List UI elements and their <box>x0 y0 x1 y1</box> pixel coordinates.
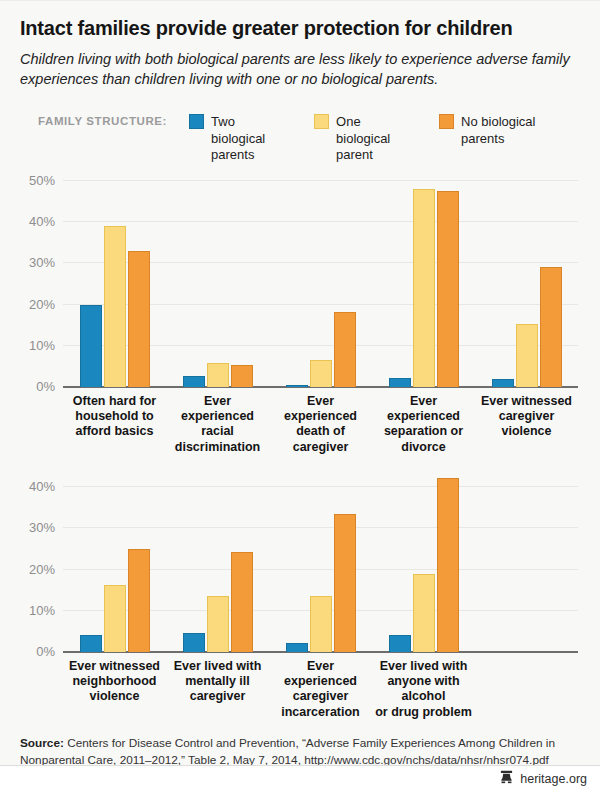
bar-no-biological-parents <box>437 191 459 387</box>
y-axis-tick-label: 10% <box>29 603 55 618</box>
y-axis-tick-label: 10% <box>29 338 55 353</box>
y-axis-tick-label: 40% <box>29 479 55 494</box>
bar-two-biological-parents <box>286 385 308 387</box>
legend-swatch-blue <box>189 114 204 129</box>
bar-group <box>63 173 166 387</box>
source-label: Source: <box>20 736 64 750</box>
bar-no-biological-parents <box>231 552 253 652</box>
y-axis-tick-label: 20% <box>29 297 55 312</box>
bar-no-biological-parents <box>540 267 562 387</box>
category-label: Ever experiencedcaregiverincarceration <box>269 659 372 720</box>
bar-two-biological-parents <box>183 376 205 387</box>
legend-swatch-orange <box>439 114 454 129</box>
x-axis-category-labels: Often hard forhousehold toafford basicsE… <box>63 394 578 455</box>
infographic: Intact families provide greater protecti… <box>0 1 600 786</box>
legend-item-label: No biologicalparents <box>461 114 535 147</box>
legend-item-no-biological-parents: No biologicalparents <box>439 114 542 147</box>
bar-two-biological-parents <box>389 378 411 387</box>
category-label: Ever witnessedcaregiverviolence <box>475 394 578 455</box>
y-axis: 0%10%20%30%40% <box>20 471 63 652</box>
bar-two-biological-parents <box>286 643 308 652</box>
bar-one-biological-parent <box>104 226 126 387</box>
bar-group <box>372 471 475 652</box>
y-axis-tick-label: 20% <box>29 562 55 577</box>
bar-one-biological-parent <box>310 596 332 652</box>
heritage-bell-icon <box>499 770 514 788</box>
empty-label <box>475 659 578 720</box>
chart-subtitle: Children living with both biological par… <box>20 49 572 89</box>
bar-group <box>269 173 372 387</box>
bar-one-biological-parent <box>413 189 435 387</box>
category-label: Ever experiencedracialdiscrimination <box>166 394 269 455</box>
bar-two-biological-parents <box>492 379 514 387</box>
y-axis-tick-label: 0% <box>36 644 55 659</box>
legend-item-label: Two biologicalparents <box>211 114 292 164</box>
bar-no-biological-parents <box>334 514 356 652</box>
y-axis-tick-label: 0% <box>36 379 55 394</box>
legend-item-two-biological-parents: Two biologicalparents <box>189 114 292 164</box>
bar-one-biological-parent <box>207 596 229 652</box>
bar-no-biological-parents <box>231 365 253 387</box>
bar-no-biological-parents <box>128 251 150 387</box>
bar-one-biological-parent <box>516 324 538 387</box>
bar-one-biological-parent <box>413 574 435 652</box>
bar-chart-top: 0% 10% 20% 30% 40% 50% Often hard forhousehol… <box>20 173 578 455</box>
empty-slot <box>475 471 578 652</box>
y-axis-tick-label: 50% <box>29 173 55 188</box>
plot-area <box>63 471 578 652</box>
x-axis-category-labels: Ever witnessedneighborhoodviolenceEver l… <box>63 659 578 720</box>
bar-group <box>63 471 166 652</box>
y-axis-tick-label: 40% <box>29 214 55 229</box>
category-label: Ever lived withmentally illcaregiver <box>166 659 269 720</box>
bar-no-biological-parents <box>334 312 356 386</box>
bar-one-biological-parent <box>310 360 332 387</box>
bar-two-biological-parents <box>389 635 411 652</box>
legend-item-label: One biologicalparent <box>336 114 417 164</box>
bar-group <box>269 471 372 652</box>
category-label: Ever lived withanyone with alcoholor dru… <box>372 659 475 720</box>
heritage-org-link[interactable]: heritage.org <box>520 772 587 786</box>
bar-group <box>372 173 475 387</box>
bar-one-biological-parent <box>104 585 126 652</box>
category-label: Ever experiencedseparation ordivorce <box>372 394 475 455</box>
bar-two-biological-parents <box>80 305 102 387</box>
page-title: Intact families provide greater protecti… <box>20 17 578 40</box>
plot-area <box>63 173 578 387</box>
y-axis-tick-label: 30% <box>29 520 55 535</box>
category-label: Often hard forhousehold toafford basics <box>63 394 166 455</box>
category-label: Ever witnessedneighborhoodviolence <box>63 659 166 720</box>
bar-no-biological-parents <box>437 478 459 652</box>
bar-one-biological-parent <box>207 363 229 386</box>
legend-swatch-yellow <box>314 114 329 129</box>
y-axis-tick-label: 30% <box>29 255 55 270</box>
footer: heritage.org <box>0 765 600 790</box>
bar-group <box>166 173 269 387</box>
bar-chart-bottom: 0% 10% 20% 30% 40% Ever witnessedneighborhoo… <box>20 471 578 720</box>
category-label: Ever experienceddeath ofcaregiver <box>269 394 372 455</box>
bar-no-biological-parents <box>128 549 150 651</box>
legend: FAMILY STRUCTURE: Two biologicalparents … <box>20 114 578 164</box>
legend-item-one-biological-parent: One biologicalparent <box>314 114 417 164</box>
bar-two-biological-parents <box>80 635 102 651</box>
y-axis: 0%10%20%30%40%50% <box>20 173 63 387</box>
bar-group <box>166 471 269 652</box>
bar-group <box>475 173 578 387</box>
legend-title: FAMILY STRUCTURE: <box>38 115 167 127</box>
bar-two-biological-parents <box>183 633 205 652</box>
